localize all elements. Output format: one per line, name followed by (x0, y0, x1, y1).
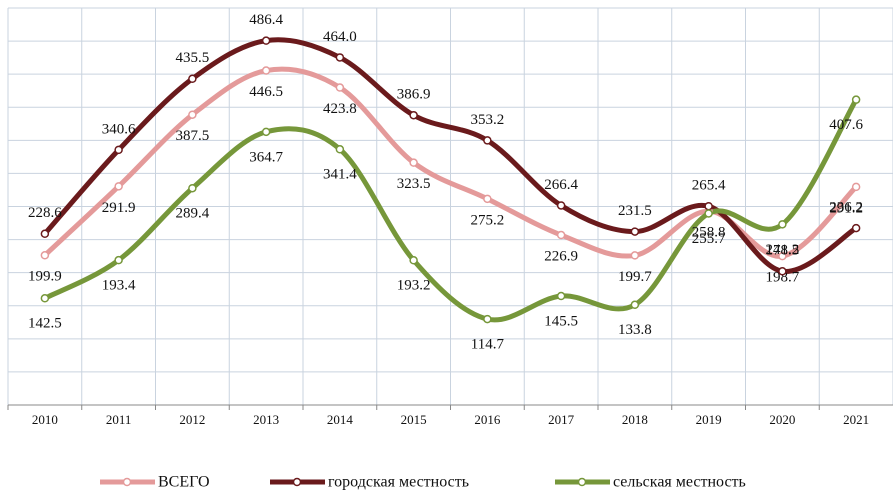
legend-marker (122, 477, 132, 487)
legend-label: городская местность (328, 474, 469, 491)
grid (7, 7, 893, 406)
point (335, 145, 345, 154)
point (409, 256, 418, 265)
point (261, 66, 271, 75)
data-label: 364.7 (249, 149, 283, 165)
data-label: 446.5 (249, 84, 283, 100)
point (851, 182, 861, 192)
data-label: 266.4 (544, 177, 578, 193)
x-tick-label: 2017 (548, 412, 575, 427)
x-tick-label: 2010 (32, 412, 58, 427)
data-label: 435.5 (176, 50, 210, 66)
legend-marker (292, 477, 302, 487)
point (409, 158, 418, 167)
point (851, 95, 861, 104)
point (630, 251, 640, 260)
point (335, 53, 345, 62)
point (188, 110, 197, 119)
point (483, 194, 492, 204)
data-label: 255.7 (692, 231, 726, 247)
point (409, 110, 418, 120)
data-label: 340.6 (102, 121, 136, 137)
data-label: 228.6 (28, 205, 62, 221)
point (40, 294, 50, 303)
legend-label: ВСЕГО (158, 474, 210, 491)
point (778, 267, 787, 276)
series-line (43, 98, 859, 323)
data-label: 341.4 (323, 167, 357, 183)
data-label: 407.6 (829, 117, 863, 133)
data-label: 231.5 (618, 203, 652, 219)
legend-marker (577, 477, 587, 487)
point (630, 227, 640, 236)
point (483, 314, 492, 324)
x-tick-label: 2013 (253, 412, 279, 427)
x-tick-label: 2015 (401, 412, 427, 427)
data-label: 275.2 (471, 212, 505, 228)
data-label: 198.7 (766, 270, 800, 286)
data-label: 464.0 (323, 29, 357, 45)
data-label: 145.5 (544, 313, 578, 329)
data-label: 226.9 (544, 248, 578, 264)
x-tick-label: 2019 (696, 412, 722, 427)
data-label: 178.5 (766, 243, 800, 259)
point (704, 201, 713, 211)
data-label: 114.7 (471, 337, 505, 353)
data-label: 142.5 (28, 316, 62, 332)
data-label: 423.8 (323, 101, 357, 117)
x-tick-label: 2020 (769, 412, 795, 427)
data-label: 199.9 (28, 269, 62, 285)
x-tick-label: 2021 (843, 412, 869, 427)
data-label: 387.5 (176, 128, 210, 144)
point (40, 229, 50, 239)
data-label: 241.2 (766, 242, 800, 258)
point (261, 127, 271, 137)
data-label: 193.4 (102, 278, 136, 294)
data-label: 291.9 (102, 200, 136, 216)
data-label: 236.2 (829, 200, 863, 216)
point (188, 183, 197, 193)
x-tick-label: 2012 (179, 412, 205, 427)
x-tick-label: 2018 (622, 412, 648, 427)
point (778, 220, 787, 229)
data-label: 386.9 (397, 87, 431, 103)
data-label: 199.7 (618, 269, 652, 285)
legend-label: сельская местность (613, 474, 746, 491)
point (114, 255, 123, 265)
x-tick-label: 2016 (474, 412, 501, 427)
point (483, 136, 492, 145)
point (261, 36, 271, 45)
data-label: 353.2 (471, 112, 505, 128)
point (556, 230, 566, 240)
x-tick-label: 2014 (327, 412, 354, 427)
point (556, 291, 566, 301)
point (851, 223, 861, 233)
point (335, 83, 345, 92)
data-label: 486.4 (249, 12, 283, 28)
point (114, 182, 123, 191)
point (630, 300, 640, 310)
point (188, 74, 197, 84)
data-label: 258.8 (692, 225, 726, 241)
data-label: 291.2 (829, 200, 863, 216)
data-label: 323.5 (397, 176, 431, 192)
point (40, 251, 50, 260)
x-tick-label: 2011 (106, 412, 132, 427)
data-label: 289.4 (176, 206, 210, 222)
point (704, 209, 713, 218)
point (114, 145, 123, 155)
data-label: 265.4 (692, 178, 726, 194)
point (778, 251, 787, 261)
data-label: 133.8 (618, 322, 652, 338)
point (556, 201, 566, 210)
data-label: 193.2 (397, 278, 431, 294)
